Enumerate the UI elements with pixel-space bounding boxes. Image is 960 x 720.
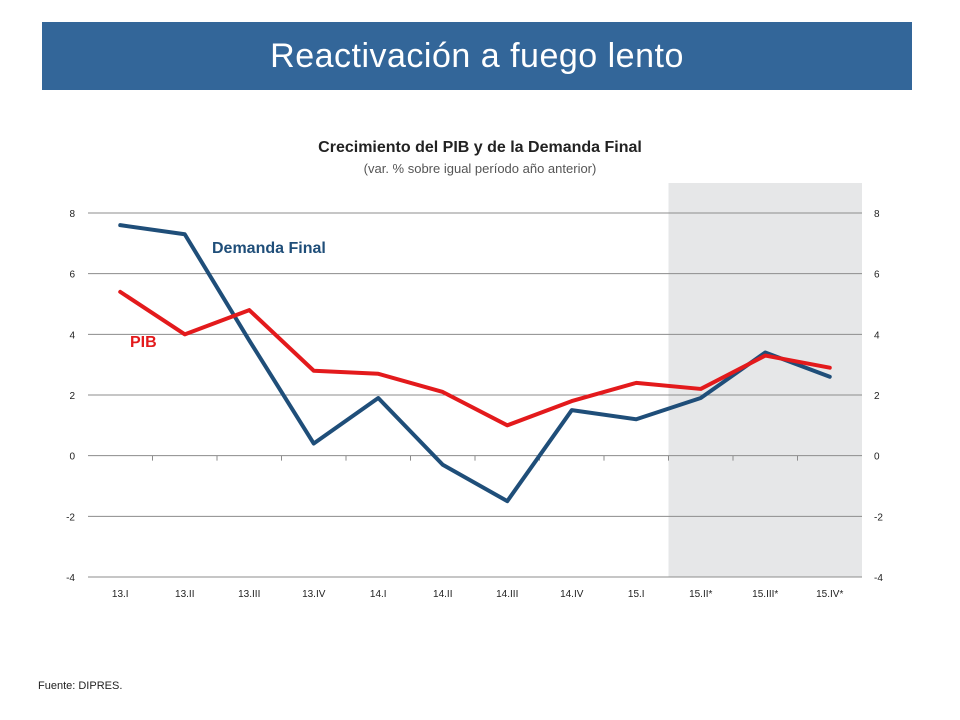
y-tick-label-left: 6 (69, 270, 75, 281)
x-tick-label: 15.IV* (816, 589, 843, 600)
chart-title: Crecimiento del PIB y de la Demanda Fina… (318, 139, 642, 156)
x-tick-label: 15.II* (689, 589, 712, 600)
series-label-demanda-final: Demanda Final (212, 240, 326, 257)
series-line-pib (118, 289, 832, 428)
y-tick-label-right: 0 (874, 452, 880, 463)
x-tick-label: 14.IV (560, 589, 584, 600)
x-tick-label: 13.I (112, 589, 129, 600)
y-tick-label-right: 8 (874, 209, 880, 220)
y-tick-label-left: -4 (66, 573, 75, 584)
y-tick-label-left: 8 (69, 209, 75, 220)
y-tick-label-right: -2 (874, 512, 883, 523)
chart-subtitle: (var. % sobre igual período año anterior… (363, 161, 597, 176)
y-tick-label-left: 2 (69, 391, 75, 402)
x-tick-label: 14.III (496, 589, 518, 600)
x-tick-label: 15.I (628, 589, 645, 600)
y-tick-label-right: 6 (874, 270, 880, 281)
series-line-demanda-final (118, 223, 832, 504)
x-tick-label: 15.III* (752, 589, 778, 600)
x-tick-label: 14.I (370, 589, 387, 600)
y-tick-label-left: -2 (66, 512, 75, 523)
y-tick-label-right: 4 (874, 330, 880, 341)
series-label-pib: PIB (130, 334, 157, 351)
y-tick-label-left: 4 (69, 330, 75, 341)
y-tick-label-left: 0 (69, 452, 75, 463)
x-tick-label: 13.II (175, 589, 194, 600)
x-tick-label: 13.III (238, 589, 260, 600)
y-tick-label-right: -4 (874, 573, 883, 584)
y-tick-label-right: 2 (874, 391, 880, 402)
forecast-shaded-region (668, 183, 862, 577)
x-tick-label: 13.IV (302, 589, 326, 600)
source-note: Fuente: DIPRES. (38, 680, 123, 692)
x-tick-label: 14.II (433, 589, 452, 600)
slide-title: Reactivación a fuego lento (270, 36, 684, 75)
slide-title-banner: Reactivación a fuego lento (42, 22, 912, 90)
